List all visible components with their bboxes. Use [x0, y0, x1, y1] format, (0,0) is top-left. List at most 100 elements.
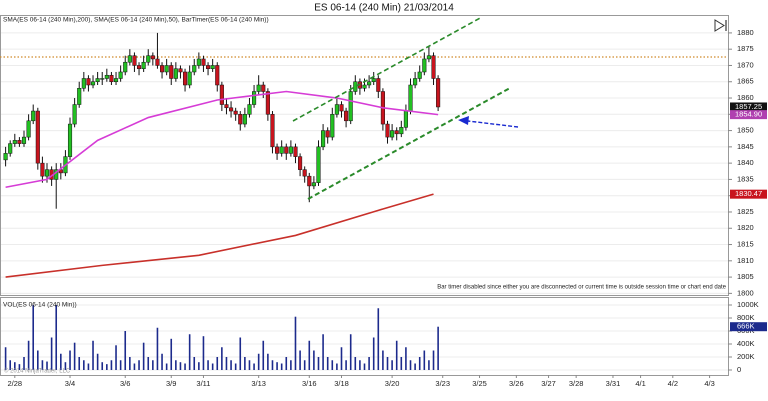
candle-body: [44, 169, 50, 177]
y-tick-label: 1815: [737, 240, 754, 249]
candle-body: [293, 146, 298, 157]
candle-body: [169, 65, 174, 79]
candle-body: [339, 104, 344, 112]
candle-body: [371, 78, 376, 82]
y-tick-label: 200K: [737, 352, 755, 361]
y-tick-label: 0: [737, 365, 741, 374]
candle-body: [316, 146, 321, 183]
price-marker: [730, 189, 767, 199]
candle-body: [242, 114, 247, 125]
x-tick-label: 3/6: [120, 379, 130, 388]
candle-body: [173, 68, 178, 79]
candle-body: [206, 65, 211, 69]
y-tick-label: 1865: [737, 77, 754, 86]
candle-body: [367, 81, 372, 86]
y-tick-label: 1810: [737, 256, 754, 265]
x-tick-label: 3/28: [569, 379, 584, 388]
candle-body: [164, 65, 169, 73]
x-tick-label: 4/1: [635, 379, 645, 388]
channel-upper: [292, 16, 483, 122]
x-tick-label: 3/18: [334, 379, 349, 388]
candle-body: [238, 114, 243, 125]
arrow-head: [458, 116, 469, 125]
scroll-icon[interactable]: [714, 19, 727, 32]
candle-body: [284, 146, 289, 154]
y-tick-label: 1875: [737, 44, 754, 53]
candle-body: [325, 130, 330, 138]
marks: [3, 32, 441, 370]
candle-body: [95, 78, 100, 82]
x-tick-label: 3/13: [251, 379, 266, 388]
price-marker-label: 1854.90: [735, 110, 762, 119]
x-tick-label: 3/23: [435, 379, 450, 388]
sma-line: [5, 90, 439, 189]
bar-timer-message: Bar timer disabled since either you are …: [437, 285, 726, 291]
x-tick-label: 2/28: [7, 379, 22, 388]
y-tick-label: 1860: [737, 93, 754, 102]
candle-body: [132, 55, 137, 66]
candle-body: [229, 107, 234, 112]
candle-body: [219, 84, 224, 105]
candle-body: [178, 68, 183, 73]
candle-body: [376, 78, 381, 92]
candle-body: [422, 58, 427, 73]
candle-body: [288, 146, 293, 154]
candle-body: [183, 71, 188, 86]
y-tick-label: 1805: [737, 272, 754, 281]
y-tick-label: 1880: [737, 28, 754, 37]
candle-body: [224, 104, 229, 109]
candle-body: [196, 58, 201, 66]
y-tick-label: 1835: [737, 174, 754, 183]
candle-body: [311, 182, 316, 187]
y-tick-label: 400K: [737, 339, 755, 348]
candle-body: [17, 140, 22, 144]
candle-body: [390, 130, 395, 138]
candle-body: [146, 55, 151, 63]
price-marker-label: 1857.25: [735, 102, 762, 111]
candle-body: [67, 123, 73, 157]
candle-body: [436, 78, 441, 108]
x-tick-label: 3/4: [65, 379, 75, 388]
candle-body: [127, 55, 132, 63]
candle-body: [298, 156, 303, 170]
candle-body: [141, 61, 146, 69]
candle-body: [72, 104, 77, 125]
x-tick-label: 3/25: [472, 379, 487, 388]
candle-body: [270, 114, 275, 148]
y-tick-label: 1850: [737, 126, 754, 135]
candle-body: [275, 146, 280, 154]
candle-body: [252, 91, 257, 105]
candle-body: [100, 78, 105, 80]
x-tick-label: 3/31: [606, 379, 621, 388]
candle-body: [348, 91, 353, 122]
grid: [1, 32, 728, 371]
x-tick-label: 3/20: [385, 379, 400, 388]
candle-body: [417, 71, 422, 79]
x-tick-label: 4/2: [668, 379, 678, 388]
candle-body: [35, 110, 40, 164]
y-tick-label: 1800: [737, 288, 754, 297]
candle-body: [247, 104, 252, 115]
candle-body: [394, 130, 399, 135]
candle-body: [210, 65, 215, 69]
candle-body: [159, 65, 165, 73]
candle-body: [256, 84, 261, 92]
candle-body: [307, 175, 312, 187]
candle-body: [8, 143, 13, 154]
candle-body: [362, 84, 367, 89]
candle-body: [215, 65, 220, 86]
candle-body: [334, 104, 339, 115]
volume-label: VOL(ES 06-14 (240 Min)): [3, 302, 77, 309]
candle-body: [12, 140, 17, 144]
candle-body: [187, 71, 192, 86]
candle-body: [123, 61, 128, 73]
y-tick-label: 1000K: [737, 300, 759, 309]
y-tick-label: 800K: [737, 313, 755, 322]
candle-body: [104, 74, 109, 79]
candle-body: [330, 114, 335, 138]
price-panel: [0, 15, 729, 296]
y-tick-label: 1840: [737, 158, 754, 167]
channel-lower: [307, 87, 511, 200]
candle-body: [431, 55, 436, 79]
